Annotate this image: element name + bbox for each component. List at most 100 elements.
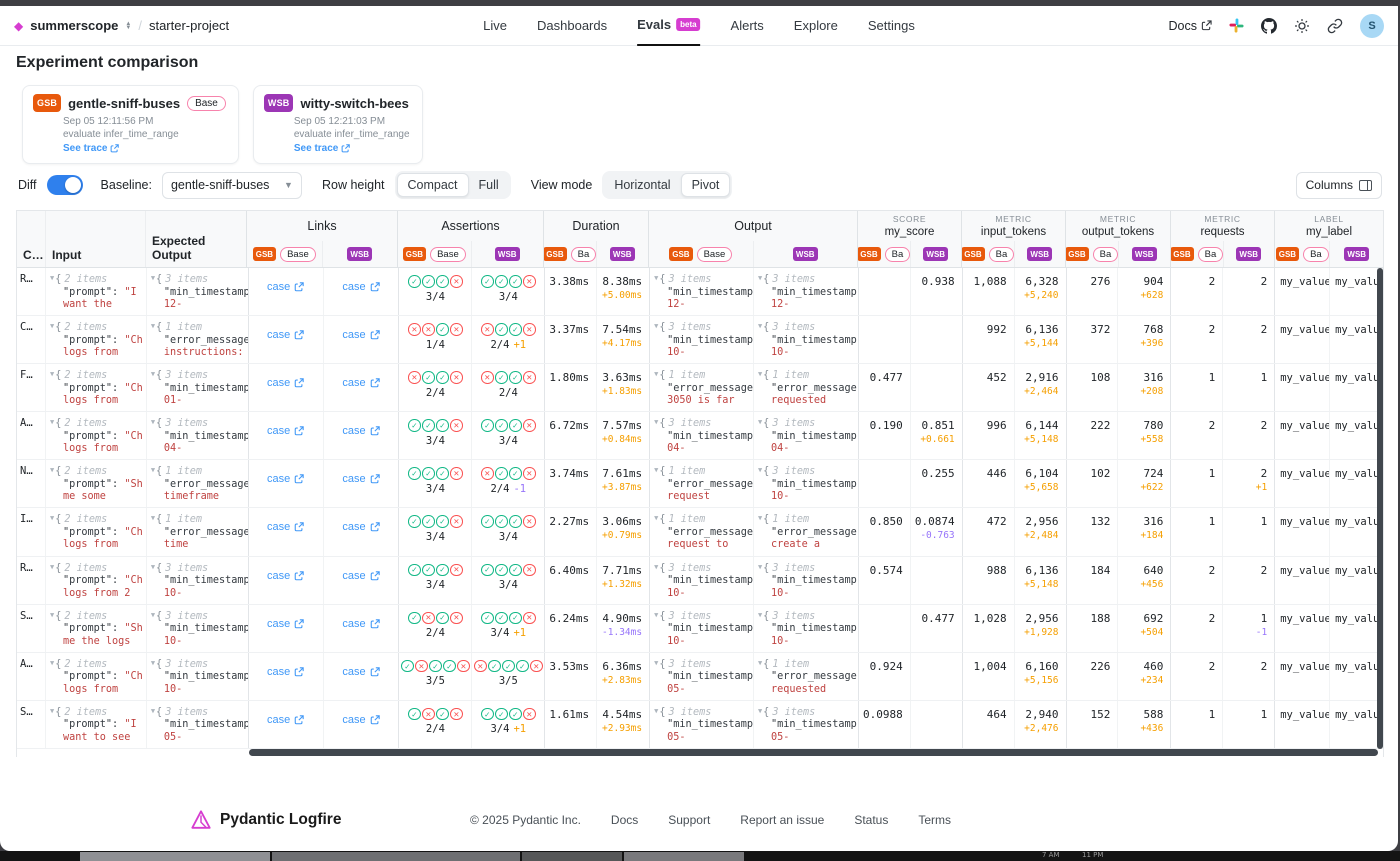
json-preview-header[interactable]: ▼{3 items (757, 466, 816, 478)
case-link[interactable]: case (342, 425, 380, 437)
subcolumn-header-wsb[interactable]: WSB (321, 241, 398, 267)
json-preview-header[interactable]: ▼{3 items (654, 562, 712, 574)
json-preview-header[interactable]: ▼{3 items (757, 418, 816, 430)
subcolumn-header-gsb[interactable]: GSB Ba (858, 241, 910, 267)
json-preview-header[interactable]: ▼{2 items (49, 274, 108, 285)
table-row[interactable]: A… ▼{2 items "prompt": "Ch logs from ▼{3 ite… (17, 412, 1383, 461)
user-avatar[interactable]: S (1360, 13, 1384, 38)
json-preview-header[interactable]: ▼{3 items (757, 322, 816, 334)
case-link[interactable]: case (267, 714, 304, 726)
chevron-down-icon[interactable]: ▼ (757, 706, 763, 715)
subcolumn-header-wsb[interactable]: WSB (595, 241, 649, 267)
view-mode-horizontal[interactable]: Horizontal (614, 178, 671, 192)
chevron-down-icon[interactable]: ▼ (757, 466, 763, 475)
chevron-down-icon[interactable]: ▼ (49, 514, 55, 523)
footer-status-link[interactable]: Status (854, 813, 889, 827)
subcolumn-header-wsb[interactable]: WSB (1117, 241, 1171, 267)
diff-toggle[interactable] (46, 175, 83, 195)
taskbar-window-segment[interactable] (80, 852, 270, 861)
tab-explore[interactable]: Explore (793, 18, 838, 33)
subcolumn-header-wsb[interactable]: WSB (1222, 241, 1275, 267)
json-preview-header[interactable]: ▼{2 items (49, 706, 108, 718)
chevron-down-icon[interactable]: ▼ (49, 610, 55, 619)
chevron-down-icon[interactable]: ▼ (150, 370, 156, 379)
chevron-down-icon[interactable]: ▼ (757, 562, 763, 571)
vertical-scrollbar[interactable] (1377, 268, 1383, 749)
column-header-case[interactable]: C… (23, 248, 44, 262)
org-switch-icon[interactable]: ▲ ▼ (125, 20, 132, 31)
row-height-full[interactable]: Full (478, 178, 499, 192)
case-link[interactable]: case (267, 618, 304, 630)
chevron-down-icon[interactable]: ▼ (49, 322, 55, 331)
json-preview-header[interactable]: ▼{1 item (150, 514, 202, 526)
table-row[interactable]: F… ▼{2 items "prompt": "Ch logs from ▼{3 ite… (17, 364, 1383, 413)
json-preview-header[interactable]: ▼{3 items (150, 562, 209, 574)
column-group-label[interactable]: METRIC input_tokens (962, 211, 1065, 241)
subcolumn-header-gsb[interactable]: GSB Ba (544, 241, 596, 267)
horizontal-scrollbar[interactable] (17, 748, 1383, 757)
chevron-down-icon[interactable]: ▼ (49, 706, 55, 715)
subcolumn-header-wsb[interactable]: WSB (909, 241, 962, 267)
json-preview-header[interactable]: ▼{2 items (49, 466, 108, 478)
chevron-down-icon[interactable]: ▼ (49, 274, 55, 282)
case-link[interactable]: case (342, 618, 380, 630)
chevron-down-icon[interactable]: ▼ (150, 562, 156, 571)
json-preview-header[interactable]: ▼{3 items (757, 706, 816, 718)
theme-sun-icon[interactable] (1294, 18, 1310, 34)
chevron-down-icon[interactable]: ▼ (150, 466, 156, 475)
subcolumn-header-gsb[interactable]: GSB Ba (1066, 241, 1118, 267)
column-header-input[interactable]: Input (45, 211, 145, 267)
taskbar-window-segment[interactable] (624, 852, 744, 861)
json-preview-header[interactable]: ▼{3 items (150, 610, 209, 622)
tab-evals[interactable]: Evals beta (637, 6, 701, 46)
chevron-down-icon[interactable]: ▼ (150, 658, 156, 667)
chevron-down-icon[interactable]: ▼ (757, 274, 763, 282)
json-preview-header[interactable]: ▼{1 item (654, 466, 706, 478)
subcolumn-header-wsb[interactable]: WSB (470, 241, 544, 267)
json-preview-header[interactable]: ▼{1 item (150, 466, 202, 478)
footer-report-issue-link[interactable]: Report an issue (740, 813, 825, 827)
json-preview-header[interactable]: ▼{1 item (654, 514, 706, 526)
footer-terms-link[interactable]: Terms (918, 813, 952, 827)
chevron-down-icon[interactable]: ▼ (654, 418, 659, 427)
case-link[interactable]: case (267, 377, 304, 389)
case-link[interactable]: case (267, 473, 304, 485)
column-group-label[interactable]: Output (649, 211, 857, 241)
json-preview-header[interactable]: ▼{3 items (150, 274, 209, 285)
json-preview-header[interactable]: ▼{3 items (654, 658, 712, 670)
github-icon[interactable] (1261, 17, 1277, 34)
chevron-down-icon[interactable]: ▼ (150, 274, 156, 282)
table-row[interactable]: R… ▼{2 items "prompt": "Ch logs from 2 ▼{3 i… (17, 556, 1383, 605)
subcolumn-header-gsb[interactable]: GSB Base (649, 241, 753, 267)
case-link[interactable]: case (342, 377, 380, 389)
column-group-label[interactable]: SCORE my_score (858, 211, 961, 241)
tab-dashboards[interactable]: Dashboards (537, 18, 608, 33)
tab-settings[interactable]: Settings (867, 18, 915, 33)
column-header-expected-output[interactable]: Expected Output (145, 211, 246, 267)
chevron-down-icon[interactable]: ▼ (654, 514, 659, 523)
case-link[interactable]: case (267, 329, 304, 341)
json-preview-header[interactable]: ▼{3 items (150, 658, 209, 670)
case-link[interactable]: case (342, 521, 380, 533)
footer-support-link[interactable]: Support (668, 813, 711, 827)
share-link-icon[interactable] (1327, 18, 1343, 34)
json-preview-header[interactable]: ▼{2 items (49, 562, 108, 574)
chevron-down-icon[interactable]: ▼ (757, 370, 763, 379)
json-preview-header[interactable]: ▼{3 items (757, 274, 816, 285)
json-preview-header[interactable]: ▼{1 item (757, 370, 810, 382)
json-preview-header[interactable]: ▼{2 items (49, 418, 108, 430)
json-preview-header[interactable]: ▼{3 items (150, 706, 209, 718)
json-preview-header[interactable]: ▼{3 items (757, 562, 816, 574)
chevron-down-icon[interactable]: ▼ (757, 418, 763, 427)
subcolumn-header-gsb[interactable]: GSB Base (247, 241, 322, 267)
os-taskbar[interactable]: 7 AM 11 PM (0, 851, 1400, 861)
table-row[interactable]: C… ▼{2 items "prompt": "Ch logs from ▼{1 ite… (17, 316, 1383, 365)
row-height-compact[interactable]: Compact (396, 173, 469, 197)
chevron-down-icon[interactable]: ▼ (654, 706, 659, 715)
subcolumn-header-gsb[interactable]: GSB Ba (1171, 241, 1223, 267)
subcolumn-header-wsb[interactable]: WSB (1013, 241, 1066, 267)
chevron-down-icon[interactable]: ▼ (757, 610, 763, 619)
json-preview-header[interactable]: ▼{2 items (49, 322, 108, 334)
chevron-down-icon[interactable]: ▼ (150, 706, 156, 715)
project-selector[interactable]: starter-project (148, 18, 230, 33)
